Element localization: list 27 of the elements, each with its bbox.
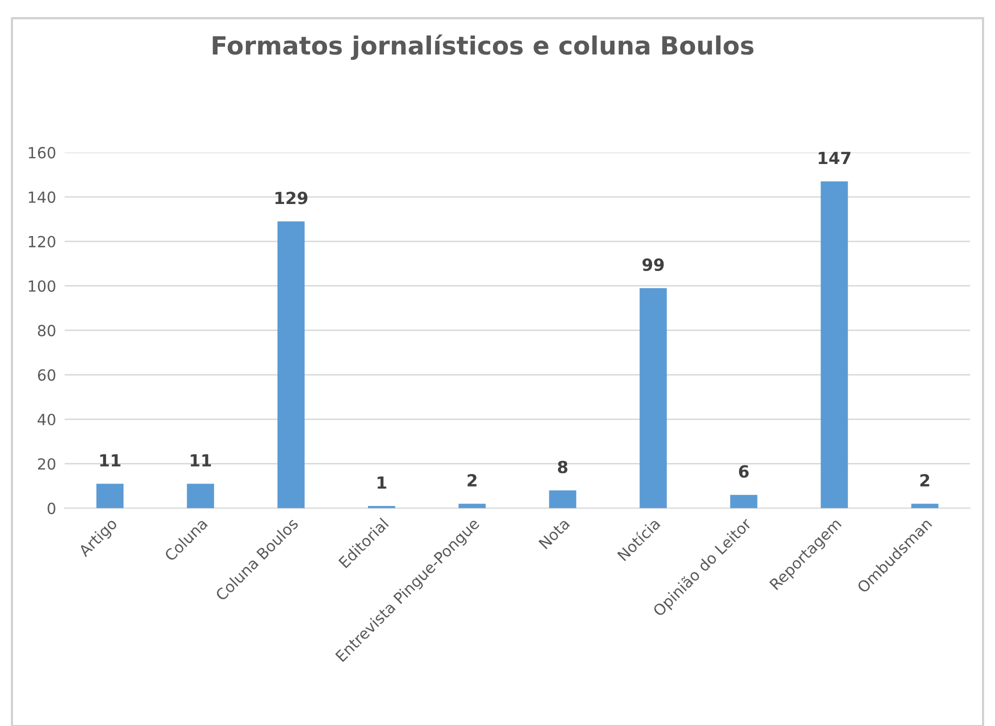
- bar: [730, 494, 758, 508]
- data-label: 2: [920, 474, 930, 486]
- data-label: 8: [558, 460, 568, 474]
- y-tick-label: 160: [28, 146, 56, 158]
- bar: [277, 221, 305, 508]
- y-tick-label: 20: [38, 458, 56, 470]
- data-label: 11: [190, 454, 211, 466]
- y-tick-label: 100: [28, 280, 56, 292]
- data-label: 11: [100, 454, 120, 466]
- y-tick-label: 120: [28, 236, 56, 248]
- data-label: 147: [818, 152, 850, 164]
- bar: [96, 484, 124, 508]
- data-label: 99: [642, 258, 664, 271]
- y-tick-label: 0: [48, 502, 56, 514]
- data-label: 6: [739, 465, 749, 478]
- bar: [820, 181, 848, 508]
- y-tick-label: 40: [38, 414, 56, 426]
- bar: [186, 484, 214, 508]
- bar: [640, 288, 667, 508]
- y-tick-label: 140: [28, 191, 56, 203]
- bar: [549, 490, 576, 508]
- data-label: 129: [276, 192, 308, 204]
- chart-title: Formatos jornalísticos e coluna Boulos: [212, 34, 754, 60]
- y-tick-label: 80: [38, 324, 56, 336]
- data-label: 1: [378, 476, 386, 489]
- data-label: 2: [468, 474, 476, 486]
- y-tick-label: 60: [38, 369, 56, 381]
